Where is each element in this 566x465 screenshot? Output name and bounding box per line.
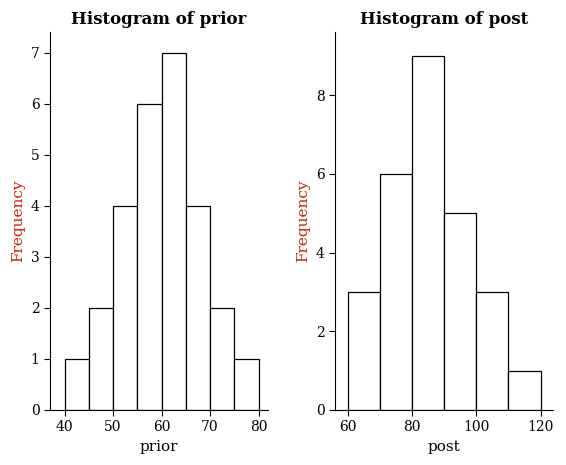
Bar [234,359,259,410]
Bar [113,206,138,410]
Bar [89,308,113,410]
Bar [162,53,186,410]
Bar [138,104,162,410]
Bar [186,206,210,410]
Bar [210,308,234,410]
Bar [380,174,412,410]
Bar [412,56,444,410]
X-axis label: post: post [428,440,461,454]
Bar [348,292,380,410]
Title: Histogram of post: Histogram of post [360,11,528,28]
Bar [444,213,477,410]
Bar [508,371,541,410]
Y-axis label: Frequency: Frequency [296,180,310,262]
Bar [65,359,89,410]
X-axis label: prior: prior [140,440,178,454]
Y-axis label: Frequency: Frequency [11,180,25,262]
Bar [477,292,508,410]
Title: Histogram of prior: Histogram of prior [71,11,247,28]
